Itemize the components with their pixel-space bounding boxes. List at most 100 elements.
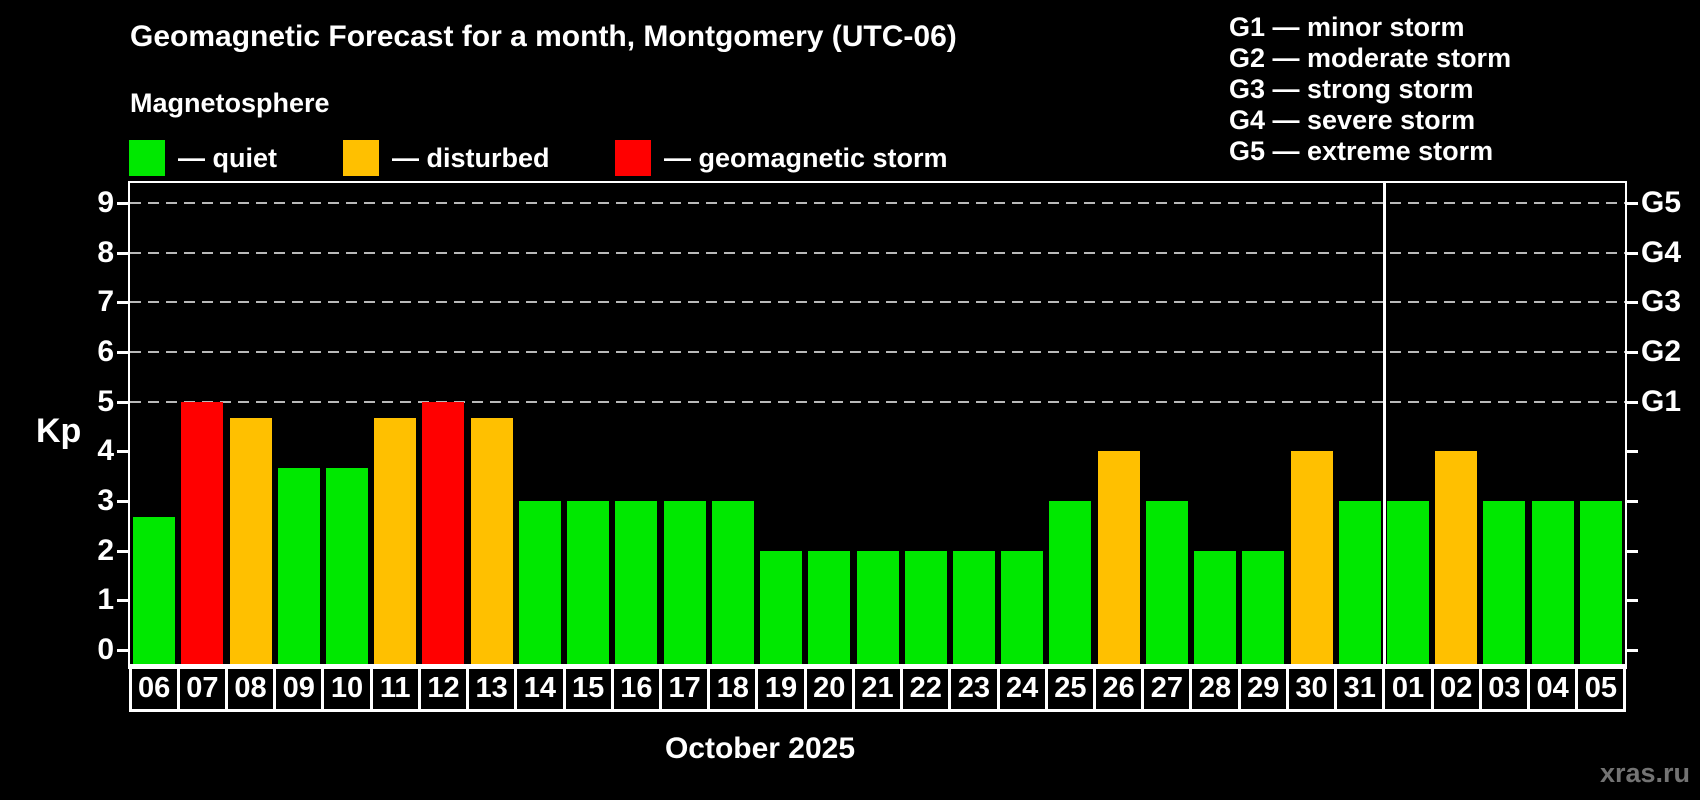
kp-bar-day-29 [1242,550,1285,667]
day-label-20: 20 [803,664,855,712]
g-axis-label-G4: G4 [1641,235,1682,269]
y-tick-left-1 [117,599,130,603]
g-scale-legend-line: G1 — minor storm [1229,12,1465,42]
y-tick-label-1: 1 [97,583,114,617]
kp-bar-day-07 [181,401,224,667]
kp-bar-day-22 [904,550,947,667]
y-tick-left-4 [117,450,130,454]
y-tick-label-3: 3 [97,483,114,517]
y-tick-right-9 [1625,201,1638,205]
kp-bar-day-16 [615,500,658,667]
y-tick-left-3 [117,499,130,503]
kp-bar-day-14 [518,500,561,667]
kp-bar-day-31 [1338,500,1381,667]
y-tick-label-5: 5 [97,384,114,418]
day-label-14: 14 [514,664,566,712]
g-axis-label-G5: G5 [1641,185,1682,219]
day-label-12: 12 [417,664,470,712]
day-label-03: 03 [1478,664,1531,712]
day-label-08: 08 [224,664,277,712]
kp-bar-day-03 [1483,500,1526,667]
legend-label-quiet: — quiet [178,142,277,173]
kp-bar-day-27 [1145,500,1188,667]
watermark: xras.ru [1599,758,1690,788]
day-label-17: 17 [658,664,711,712]
legend-label-storm: — geomagnetic storm [664,142,948,173]
day-label-21: 21 [851,664,904,712]
kp-bar-day-05 [1579,500,1622,667]
day-label-16: 16 [610,664,662,712]
day-label-01: 01 [1382,664,1434,712]
day-label-07: 07 [176,664,228,712]
y-tick-right-2 [1625,549,1638,553]
legend-item-quiet: — quiet [129,140,277,176]
day-label-27: 27 [1141,664,1193,712]
day-label-02: 02 [1430,664,1482,712]
day-label-31: 31 [1334,664,1386,712]
day-label-11: 11 [369,664,421,712]
y-tick-left-0 [117,649,130,652]
kp-bar-day-11 [374,418,417,667]
y-tick-left-2 [117,549,130,553]
kp-bar-day-04 [1531,500,1574,667]
day-label-23: 23 [948,664,1000,712]
y-tick-label-2: 2 [97,533,114,567]
kp-bar-day-30 [1290,451,1333,667]
y-tick-left-9 [117,201,130,205]
legend-label-disturbed: — disturbed [392,142,550,173]
g-axis-label-G3: G3 [1641,285,1682,319]
gridline-kp5 [130,400,1625,403]
y-tick-right-4 [1625,450,1638,454]
legend-item-disturbed: — disturbed [343,140,550,176]
g-scale-legend-line: G4 — severe storm [1229,105,1476,135]
kp-bar-day-10 [326,467,369,667]
gridline-kp6 [130,350,1625,353]
kp-bar-day-23 [952,550,995,667]
day-label-26: 26 [1093,664,1145,712]
plot-border [128,181,1627,669]
kp-bar-day-18 [711,500,754,667]
day-label-13: 13 [466,664,518,712]
kp-bar-day-06 [133,517,176,667]
y-tick-right-1 [1625,599,1638,603]
kp-bar-day-08 [229,418,272,667]
quiet-color-swatch [129,140,165,176]
month-separator-line [1382,183,1386,667]
day-label-29: 29 [1237,664,1289,712]
y-tick-right-8 [1625,251,1638,255]
kp-bar-day-20 [808,550,851,667]
g-scale-legend-line: G5 — extreme storm [1229,136,1494,166]
y-tick-label-7: 7 [97,285,114,319]
kp-bar-day-21 [856,550,899,667]
kp-bar-day-13 [470,418,513,667]
day-label-05: 05 [1575,664,1627,712]
kp-bar-day-24 [1001,550,1044,667]
gridline-kp9 [130,201,1625,204]
day-label-09: 09 [273,664,325,712]
kp-bar-day-17 [663,500,706,667]
y-tick-left-5 [117,400,130,404]
day-label-06: 06 [128,664,180,712]
day-label-22: 22 [900,664,952,712]
kp-bar-day-12 [422,401,465,667]
day-label-25: 25 [1044,664,1096,712]
y-tick-right-7 [1625,301,1638,305]
chart-title: Geomagnetic Forecast for a month, Montgo… [130,20,957,53]
day-label-04: 04 [1527,664,1579,712]
g-scale-legend: G1 — minor storm G2 — moderate storm G3 — … [1229,12,1511,167]
y-tick-left-6 [117,350,130,354]
day-label-30: 30 [1285,664,1338,712]
y-tick-label-6: 6 [97,334,114,368]
disturbed-color-swatch [343,140,379,176]
y-tick-left-8 [117,251,130,255]
g-axis-label-G1: G1 [1641,384,1682,418]
kp-bar-day-09 [277,467,320,667]
kp-bar-day-15 [567,500,610,667]
y-tick-label-0: 0 [97,633,114,666]
day-label-18: 18 [707,664,759,712]
magnetosphere-label: Magnetosphere [130,88,330,118]
y-tick-label-8: 8 [97,235,114,269]
y-tick-right-3 [1625,499,1638,503]
kp-bar-day-19 [760,550,803,667]
